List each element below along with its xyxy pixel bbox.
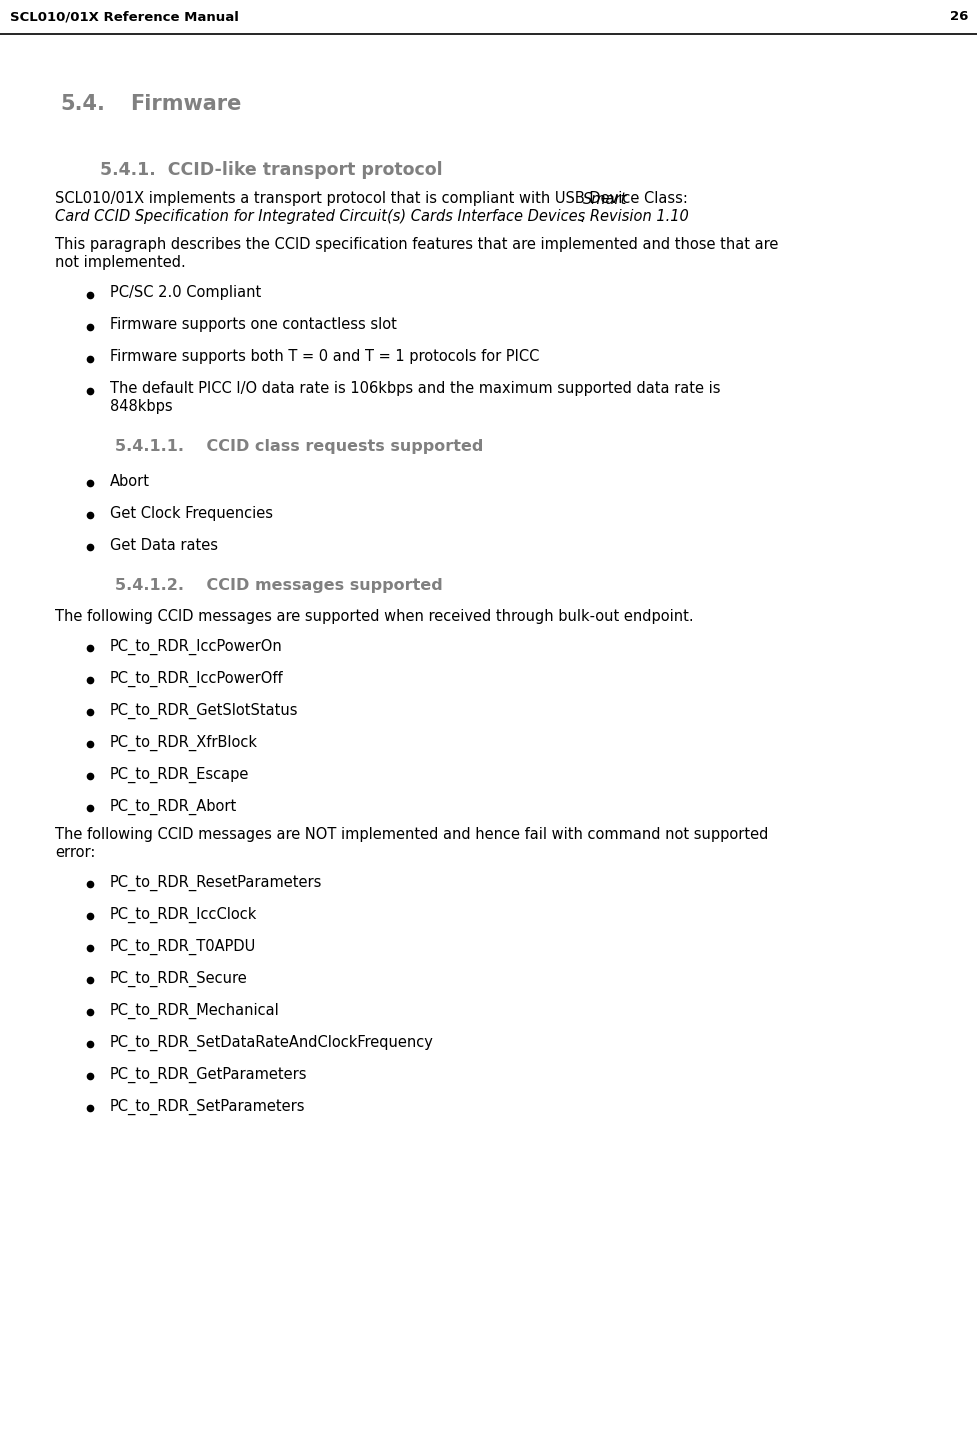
Text: PC_to_RDR_XfrBlock: PC_to_RDR_XfrBlock: [109, 734, 258, 752]
Text: PC_to_RDR_ResetParameters: PC_to_RDR_ResetParameters: [109, 874, 322, 892]
Text: Abort: Abort: [109, 475, 149, 489]
Text: .: .: [578, 209, 583, 225]
Text: PC_to_RDR_IccPowerOff: PC_to_RDR_IccPowerOff: [109, 671, 283, 687]
Text: PC_to_RDR_SetDataRateAndClockFrequency: PC_to_RDR_SetDataRateAndClockFrequency: [109, 1035, 434, 1051]
Text: PC_to_RDR_Mechanical: PC_to_RDR_Mechanical: [109, 1003, 279, 1019]
Text: PC_to_RDR_GetSlotStatus: PC_to_RDR_GetSlotStatus: [109, 703, 298, 719]
Text: This paragraph describes the CCID specification features that are implemented an: This paragraph describes the CCID specif…: [55, 238, 778, 253]
Text: PC_to_RDR_IccClock: PC_to_RDR_IccClock: [109, 906, 257, 924]
Text: Card CCID Specification for Integrated Circuit(s) Cards Interface Devices Revisi: Card CCID Specification for Integrated C…: [55, 209, 688, 225]
Text: PC_to_RDR_Secure: PC_to_RDR_Secure: [109, 971, 247, 987]
Text: The default PICC I/O data rate is 106kbps and the maximum supported data rate is: The default PICC I/O data rate is 106kbp…: [109, 381, 720, 397]
Text: The following CCID messages are NOT implemented and hence fail with command not : The following CCID messages are NOT impl…: [55, 827, 768, 841]
Text: PC_to_RDR_IccPowerOn: PC_to_RDR_IccPowerOn: [109, 639, 282, 655]
Text: 5.4.1.1.    CCID class requests supported: 5.4.1.1. CCID class requests supported: [115, 440, 483, 455]
Text: SCL010/01X Reference Manual: SCL010/01X Reference Manual: [10, 10, 238, 23]
Text: 5.4.1.2.    CCID messages supported: 5.4.1.2. CCID messages supported: [115, 579, 443, 593]
Text: 848kbps: 848kbps: [109, 400, 173, 414]
Text: error:: error:: [55, 846, 96, 860]
Text: Firmware supports both T = 0 and T = 1 protocols for PICC: Firmware supports both T = 0 and T = 1 p…: [109, 349, 539, 365]
Text: 5.4.1.  CCID-like transport protocol: 5.4.1. CCID-like transport protocol: [100, 162, 443, 179]
Text: 5.4.: 5.4.: [60, 94, 105, 114]
Text: PC_to_RDR_Abort: PC_to_RDR_Abort: [109, 799, 237, 815]
Text: Firmware: Firmware: [130, 94, 241, 114]
Text: Firmware supports one contactless slot: Firmware supports one contactless slot: [109, 317, 397, 332]
Text: PC_to_RDR_GetParameters: PC_to_RDR_GetParameters: [109, 1066, 307, 1084]
Text: Get Data rates: Get Data rates: [109, 538, 218, 553]
Text: Get Clock Frequencies: Get Clock Frequencies: [109, 506, 273, 521]
Text: PC_to_RDR_SetParameters: PC_to_RDR_SetParameters: [109, 1100, 305, 1115]
Text: PC_to_RDR_Escape: PC_to_RDR_Escape: [109, 766, 249, 784]
Text: PC/SC 2.0 Compliant: PC/SC 2.0 Compliant: [109, 286, 261, 300]
Text: not implemented.: not implemented.: [55, 255, 186, 270]
Text: Smart: Smart: [582, 192, 626, 206]
Text: PC_to_RDR_T0APDU: PC_to_RDR_T0APDU: [109, 939, 256, 955]
Text: SCL010/01X implements a transport protocol that is compliant with USB Device Cla: SCL010/01X implements a transport protoc…: [55, 192, 692, 206]
Text: The following CCID messages are supported when received through bulk-out endpoin: The following CCID messages are supporte…: [55, 609, 693, 623]
Text: 26: 26: [949, 10, 967, 23]
